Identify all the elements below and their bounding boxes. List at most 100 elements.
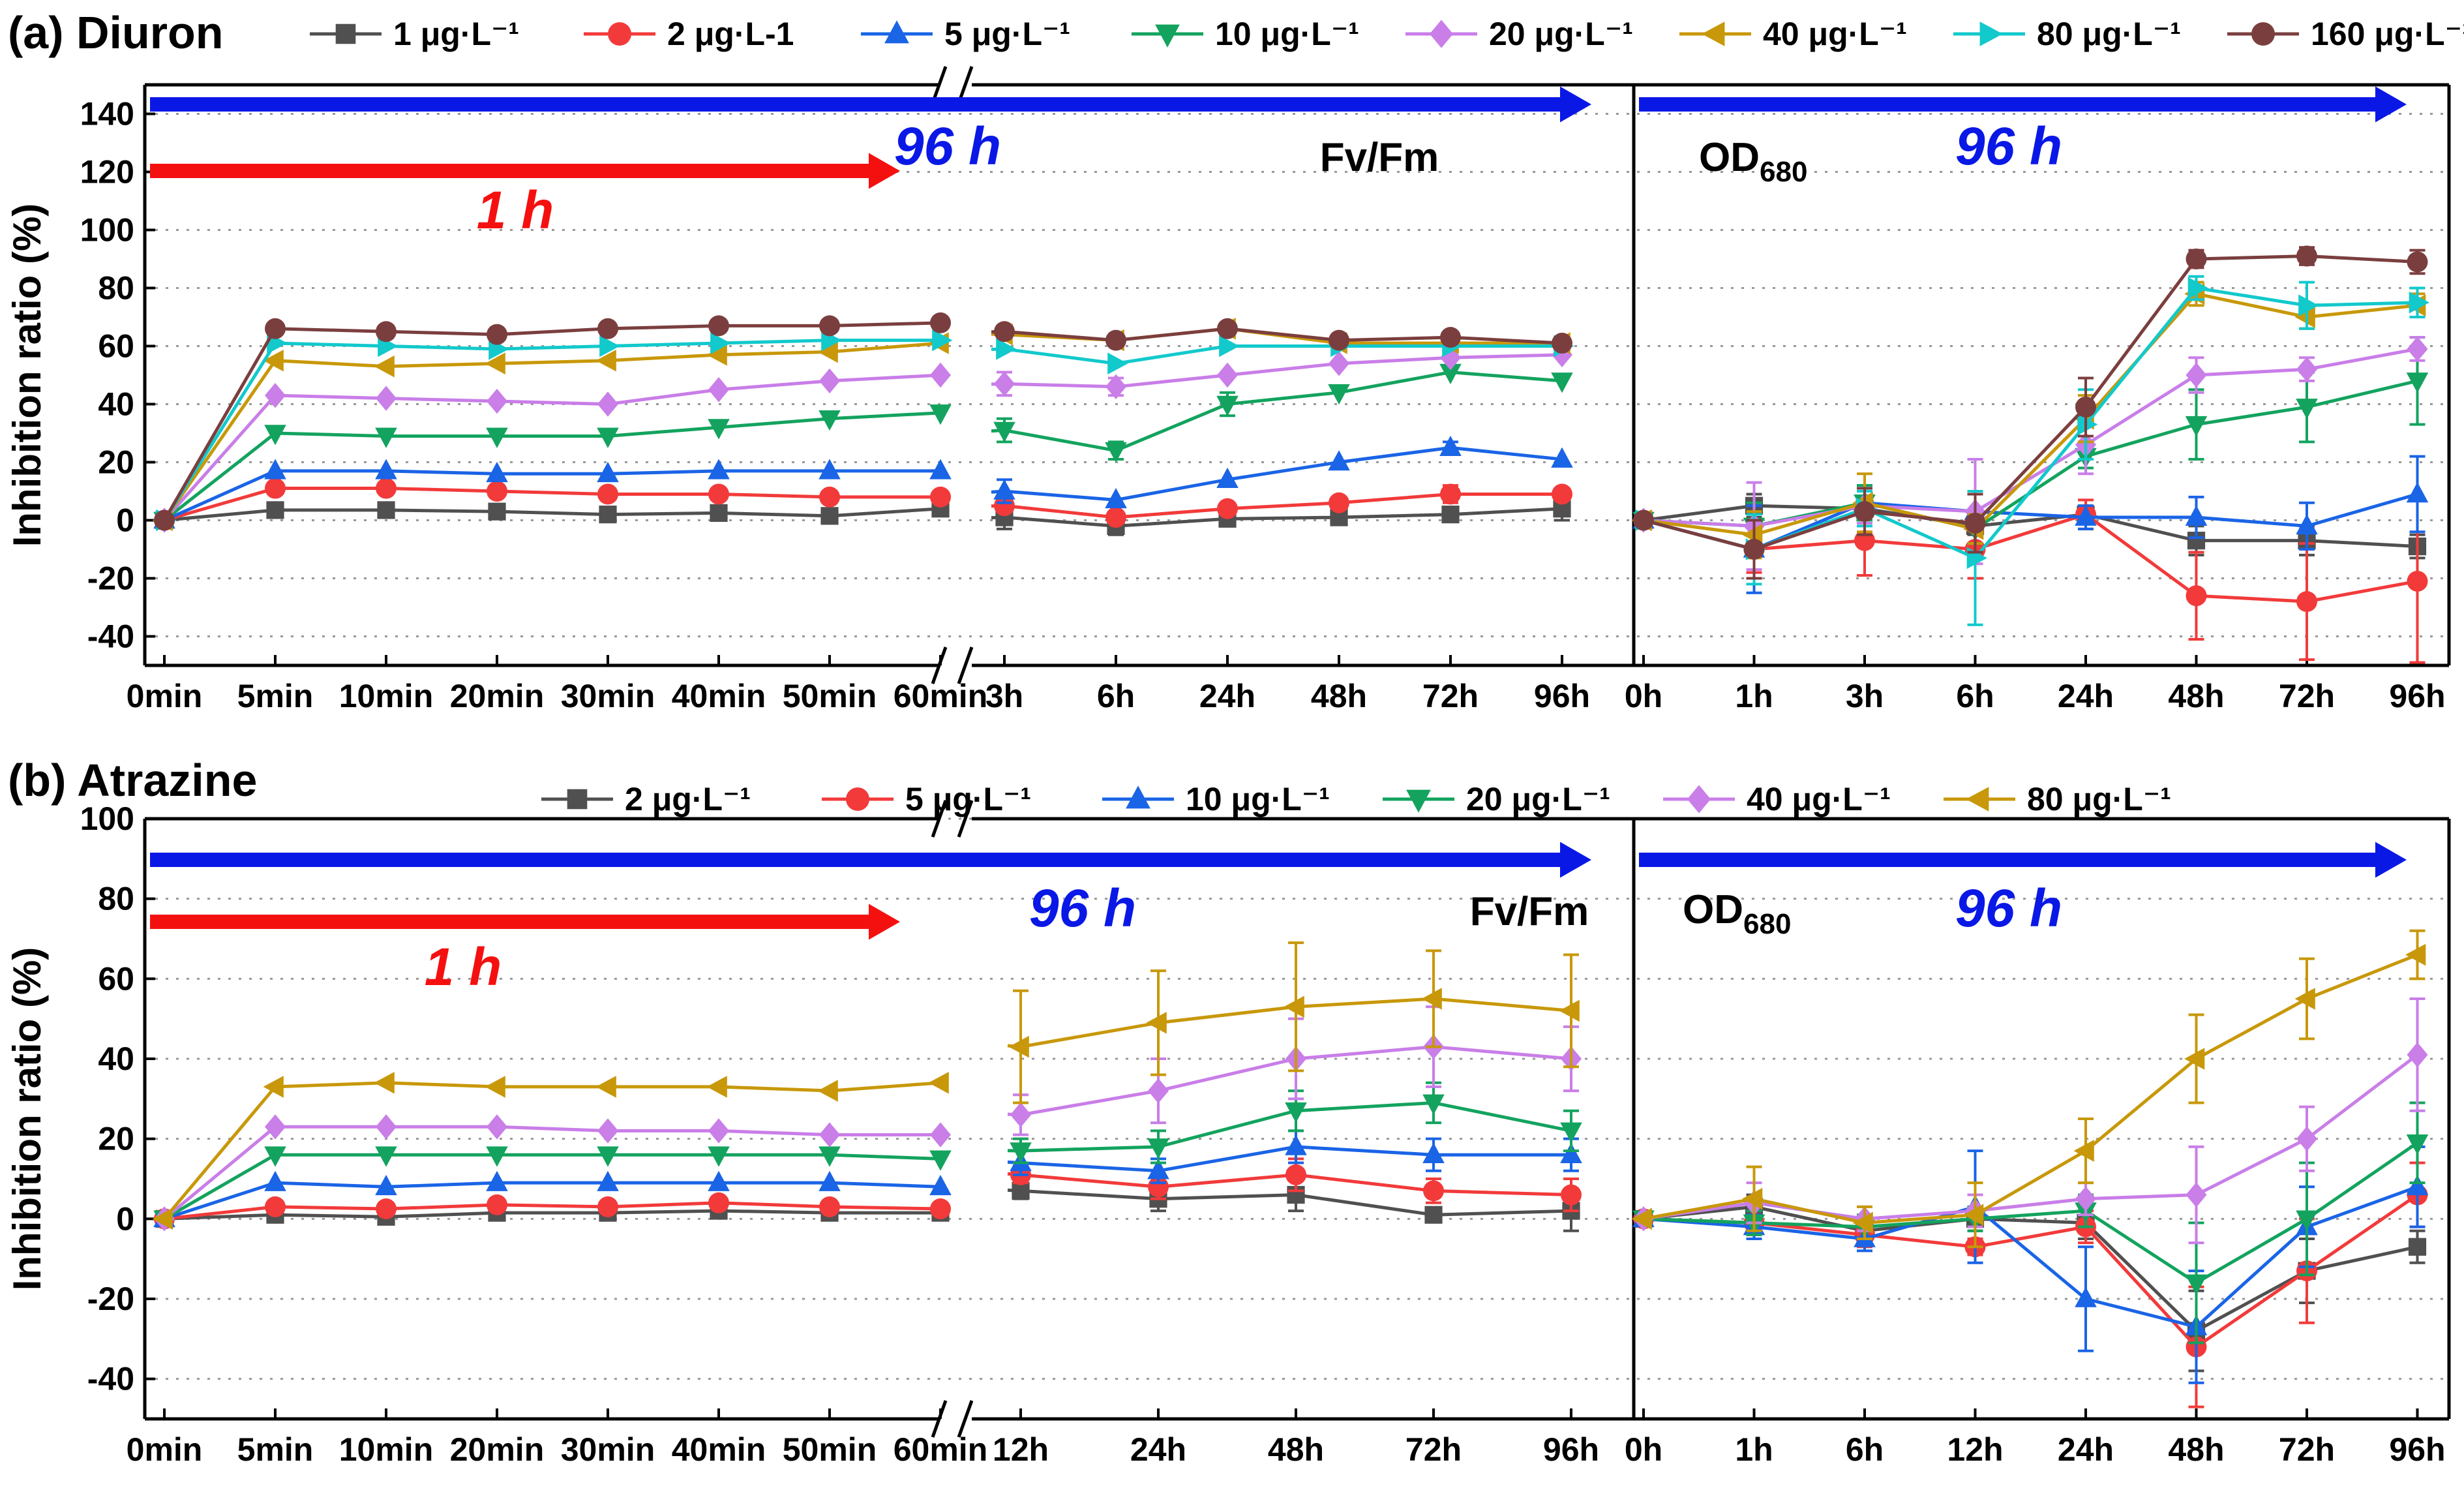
p0-od-point — [2075, 396, 2096, 418]
p1-fvfm-point — [1146, 1012, 1167, 1034]
p1-fvfm-point — [930, 1198, 951, 1219]
p0-fvfm-point — [1105, 442, 1127, 463]
p1-legend-label: 5 μg·L⁻¹ — [905, 781, 1031, 817]
p0-fvfm-point — [993, 421, 1015, 442]
p1-fvfm-point — [376, 1114, 397, 1140]
p1-fvfm-point — [487, 1114, 507, 1140]
p1-fvfm-point — [265, 1114, 286, 1140]
p1-fvfm-point — [819, 1122, 840, 1148]
p1-break-mark — [931, 800, 948, 838]
p0-fvfm-point — [1439, 363, 1462, 384]
p0-fvfm-point — [1552, 333, 1572, 354]
p1-fvfm-point — [264, 1146, 286, 1167]
p1-legend-label: 80 μg·L⁻¹ — [2027, 781, 2171, 817]
p1-fvfm-series-3 — [153, 1081, 1582, 1231]
p0-od-point — [2409, 291, 2429, 314]
p0-fvfm-point — [375, 459, 397, 479]
p0-od-point — [2298, 294, 2319, 316]
p1-label-fvfm: Fv/Fm — [1470, 889, 1589, 934]
p0-fvfm-point — [993, 479, 1015, 500]
p1-fvfm-series-5 — [152, 941, 1580, 1230]
p1-fvfm-point — [374, 1072, 395, 1094]
p0-fvfm-point — [486, 461, 508, 483]
p1-od-line — [1643, 953, 2418, 1224]
p1-x-tick-label: 60min — [894, 1431, 988, 1468]
p0-legend-label: 1 μg·L⁻¹ — [393, 16, 519, 52]
p1-x-tick-label: 50min — [783, 1431, 877, 1468]
p0-legend-marker — [1702, 22, 1725, 46]
p0-x-tick-label: 1h — [1735, 678, 1773, 714]
p1-fvfm-point — [929, 1150, 952, 1171]
p0-fvfm-point — [1441, 506, 1460, 524]
p0-fvfm-point — [263, 349, 284, 372]
p1-fvfm-point — [1285, 1102, 1307, 1123]
p0-fvfm-line-long — [1004, 371, 1563, 453]
p0-label-fvfm: Fv/Fm — [1320, 135, 1439, 180]
p0-od-point — [2186, 362, 2207, 388]
p0-od-series-7 — [1633, 245, 2428, 580]
p1-x-tick-label: 40min — [672, 1431, 766, 1468]
p1-fvfm-point — [376, 1198, 397, 1219]
p1-od-point — [1631, 1208, 1652, 1230]
p0-fvfm-line-short — [162, 341, 941, 521]
p0-arrow-96h-left-head — [1560, 86, 1591, 123]
p1-od-point — [2185, 1274, 2208, 1295]
p1-y-tick-label: 80 — [98, 881, 134, 917]
p1-od-point — [2406, 1134, 2429, 1155]
p0-fvfm-point — [376, 478, 397, 499]
p0-fvfm-line-long — [1004, 507, 1563, 528]
p1-od-point — [2407, 1042, 2428, 1068]
p1-fvfm-point — [264, 1170, 286, 1191]
p0-y-axis-label: Inhibition ratio (%) — [5, 204, 49, 547]
p1-x-tick-label: 48h — [2168, 1431, 2224, 1468]
p1-legend-label: 40 μg·L⁻¹ — [1747, 781, 1891, 817]
p1-y-tick-label: 20 — [98, 1121, 134, 1157]
p0-break-mark — [957, 646, 974, 684]
p1-fvfm-point — [263, 1076, 284, 1098]
p0-fvfm-point — [1105, 374, 1126, 399]
p0-label-96h-right: 96 h — [1955, 117, 2062, 176]
p1-od-point — [2184, 1048, 2205, 1070]
p1-y-tick-label: 100 — [80, 800, 134, 837]
p1-y-tick-label: -20 — [87, 1281, 134, 1317]
p0-fvfm-point — [930, 312, 951, 333]
p0-od-point — [2296, 245, 2317, 267]
p0-fvfm-series-1 — [154, 478, 1572, 531]
p1-fvfm-point — [1560, 1122, 1582, 1143]
p1-fvfm-point — [708, 1118, 729, 1144]
p0-fvfm-point — [1217, 318, 1238, 339]
p0-x-tick-label: 60min — [894, 678, 988, 714]
p1-panel-title: (b) Atrazine — [8, 755, 257, 806]
p0-fvfm-point — [708, 315, 729, 337]
p1-od-point — [2296, 1210, 2318, 1231]
p0-fvfm-point — [1107, 352, 1128, 374]
p0-fvfm-point — [1551, 372, 1573, 393]
p0-y-tick-label: 80 — [98, 270, 134, 307]
p1-od-series-4 — [1633, 997, 2428, 1245]
p0-y-tick-label: 40 — [98, 386, 134, 423]
p1-fvfm-point — [1147, 1159, 1169, 1179]
p0-od-point — [2296, 399, 2318, 419]
p0-fvfm-point — [376, 386, 397, 411]
p1-fvfm-point — [819, 1170, 841, 1191]
p1-x-tick-label: 48h — [1268, 1431, 1324, 1468]
p0-fvfm-point — [819, 315, 840, 337]
p0-x-tick-label: 0h — [1625, 678, 1662, 714]
p1-y-tick-label: 40 — [98, 1041, 134, 1077]
p0-fvfm-point — [597, 391, 618, 417]
p1-od-series-5 — [1631, 929, 2426, 1249]
p0-legend-label: 40 μg·L⁻¹ — [1763, 16, 1907, 52]
p0-fvfm-point — [819, 410, 841, 431]
p0-fvfm-line-long — [1004, 353, 1563, 389]
p1-fvfm-point — [1284, 996, 1304, 1018]
p1-label-od-base: OD — [1683, 887, 1743, 932]
p0-od-point — [2407, 570, 2428, 592]
p0-label-od-sub: 680 — [1760, 156, 1807, 188]
p1-od-line — [1643, 1141, 2418, 1285]
p1-fvfm-point — [1147, 1138, 1169, 1159]
p1-break-mark — [957, 1400, 974, 1438]
p0-y-tick-label: 140 — [80, 96, 134, 132]
p0-fvfm-line-short — [163, 373, 941, 522]
p0-x-tick-label: 72h — [1422, 678, 1479, 714]
p0-fvfm-line-short — [164, 487, 940, 522]
